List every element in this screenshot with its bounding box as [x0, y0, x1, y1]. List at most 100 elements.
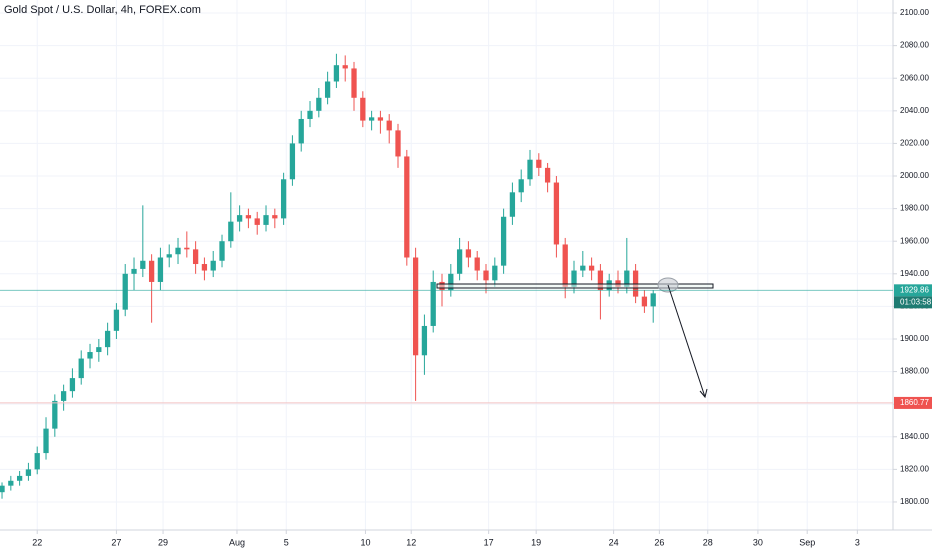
candle-body	[254, 218, 260, 225]
candle-body	[342, 65, 348, 69]
countdown-label: 01:03:58	[900, 297, 932, 306]
y-tick-label: 1900.00	[900, 334, 929, 343]
candle-body	[25, 469, 32, 476]
candle-body	[104, 330, 111, 348]
candle-body	[236, 215, 243, 222]
candle-body	[500, 216, 507, 266]
candle-body	[368, 117, 375, 121]
candle-body	[219, 241, 225, 261]
y-tick-label: 2040.00	[900, 106, 929, 115]
x-tick-label: 12	[406, 537, 416, 547]
candle-body	[210, 260, 216, 271]
y-tick-label: 1840.00	[900, 432, 929, 441]
x-tick-label: 17	[484, 537, 494, 547]
candle-body	[483, 270, 489, 281]
x-tick-label: 24	[609, 537, 619, 547]
x-tick-label: 5	[284, 537, 289, 547]
candle-body	[78, 358, 84, 379]
candle-body	[377, 117, 384, 121]
y-tick-label: 2020.00	[900, 139, 929, 148]
candle-body	[430, 281, 436, 326]
candle-body	[289, 143, 296, 180]
y-tick-label: 2000.00	[900, 171, 929, 180]
y-tick-label: 1880.00	[900, 367, 929, 376]
candle-body	[650, 293, 656, 307]
candle-body	[386, 120, 392, 131]
y-tick-label: 2060.00	[900, 73, 929, 82]
candle-body	[492, 265, 498, 281]
arrow-line	[667, 284, 706, 398]
candle-body	[122, 273, 128, 310]
x-tick-label: 27	[111, 537, 121, 547]
candle-body	[52, 400, 58, 429]
x-tick-label: Aug	[229, 537, 245, 547]
candle-body	[448, 273, 454, 291]
candle-body	[140, 260, 146, 269]
candle-body	[597, 270, 604, 291]
candle-body	[395, 130, 401, 157]
candle-body	[245, 215, 252, 219]
candle-body	[175, 247, 181, 255]
candle-body	[16, 475, 23, 481]
y-tick-label: 1800.00	[900, 497, 929, 506]
candle-body	[148, 260, 155, 282]
x-tick-label: 22	[32, 537, 42, 547]
last-price-box	[894, 284, 932, 297]
candle-body	[333, 65, 340, 82]
candle-body	[641, 296, 648, 307]
x-tick-label: 29	[158, 537, 168, 547]
x-tick-label: 26	[654, 537, 664, 547]
candle-body	[43, 428, 49, 454]
candle-body	[307, 110, 313, 119]
candles	[0, 53, 656, 499]
candle-body	[536, 159, 542, 168]
candle-body	[69, 378, 76, 392]
candle-body	[465, 249, 472, 258]
x-tick-label: 3	[855, 537, 860, 547]
candle-body	[272, 215, 278, 219]
zone-rectangle	[436, 283, 714, 289]
y-tick-label: 1960.00	[900, 236, 929, 245]
candle-body	[166, 254, 172, 258]
x-tick-label: 10	[360, 537, 370, 547]
candle-body	[456, 249, 463, 274]
y-tick-label: 2080.00	[900, 41, 929, 50]
candle-body	[157, 257, 164, 282]
arrow-head	[699, 388, 708, 399]
candle-body	[580, 265, 586, 271]
y-tick-label: 1940.00	[900, 269, 929, 278]
candle-body	[184, 247, 190, 250]
candle-body	[60, 391, 67, 401]
candle-body	[192, 249, 199, 265]
candle-body	[553, 182, 560, 245]
candle-body	[280, 179, 287, 219]
candle-body	[8, 480, 14, 486]
candle-body	[421, 325, 428, 356]
target-label: 1860.77	[900, 398, 929, 407]
candle-body	[474, 257, 480, 271]
x-tick-label: Sep	[799, 537, 815, 547]
candle-body	[527, 159, 533, 180]
candle-body	[113, 309, 120, 331]
candle-body	[588, 265, 595, 271]
candle-body	[571, 270, 577, 287]
candle-body	[34, 453, 40, 470]
candle-body	[0, 485, 5, 493]
candle-body	[351, 68, 357, 98]
candle-body	[624, 270, 630, 287]
candle-body	[263, 215, 269, 225]
candle-body	[131, 268, 137, 274]
countdown-box	[894, 296, 932, 309]
candle-body	[562, 244, 568, 287]
candle-body	[324, 81, 331, 98]
candle-body	[509, 192, 516, 217]
grid	[0, 0, 893, 530]
candle-body	[87, 352, 93, 359]
candle-body	[298, 118, 304, 144]
candle-body	[544, 167, 551, 183]
candle-body	[518, 179, 524, 193]
candle-body	[228, 221, 234, 242]
candle-body	[201, 264, 208, 271]
